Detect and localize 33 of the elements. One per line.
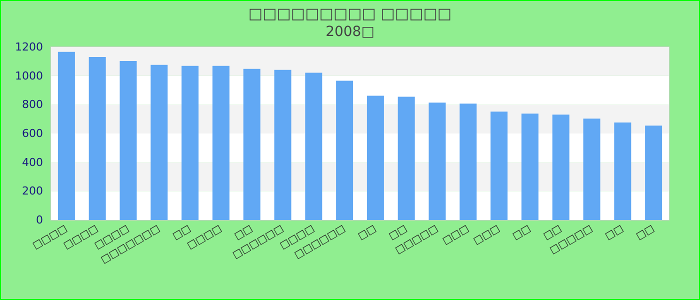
bar <box>182 66 199 220</box>
chart-title: □□□□□□□□□ □□□□□ <box>248 4 452 22</box>
bar <box>274 70 292 220</box>
x-tick-label: □□ <box>356 223 378 242</box>
bar <box>552 114 570 220</box>
bar <box>88 56 106 220</box>
y-tick-label: 1200 <box>15 40 43 54</box>
bar <box>490 112 508 220</box>
bar <box>645 126 662 220</box>
y-tick-label: 0 <box>36 214 43 226</box>
bar <box>428 102 446 220</box>
bar <box>120 60 137 220</box>
bar <box>243 68 260 220</box>
bar <box>398 96 415 220</box>
bar <box>336 80 354 220</box>
bar <box>366 96 384 220</box>
bar <box>614 122 632 220</box>
y-tick-label: 1000 <box>15 69 43 82</box>
bar <box>212 66 230 220</box>
bar <box>460 104 477 220</box>
x-tick-label: □□ <box>510 223 533 242</box>
x-tick-label: □□ <box>634 223 656 242</box>
chart-subtitle: 2008□ <box>326 24 374 40</box>
y-tick-label: 400 <box>22 156 43 169</box>
y-tick-label: 600 <box>22 127 43 140</box>
y-tick-label: 200 <box>22 184 43 198</box>
bar <box>150 64 168 220</box>
bar <box>521 114 538 220</box>
y-tick-label: 800 <box>22 98 43 112</box>
bar <box>58 52 75 220</box>
bar <box>583 118 600 220</box>
bar <box>305 72 322 220</box>
x-tick-label: □□ <box>604 223 626 242</box>
